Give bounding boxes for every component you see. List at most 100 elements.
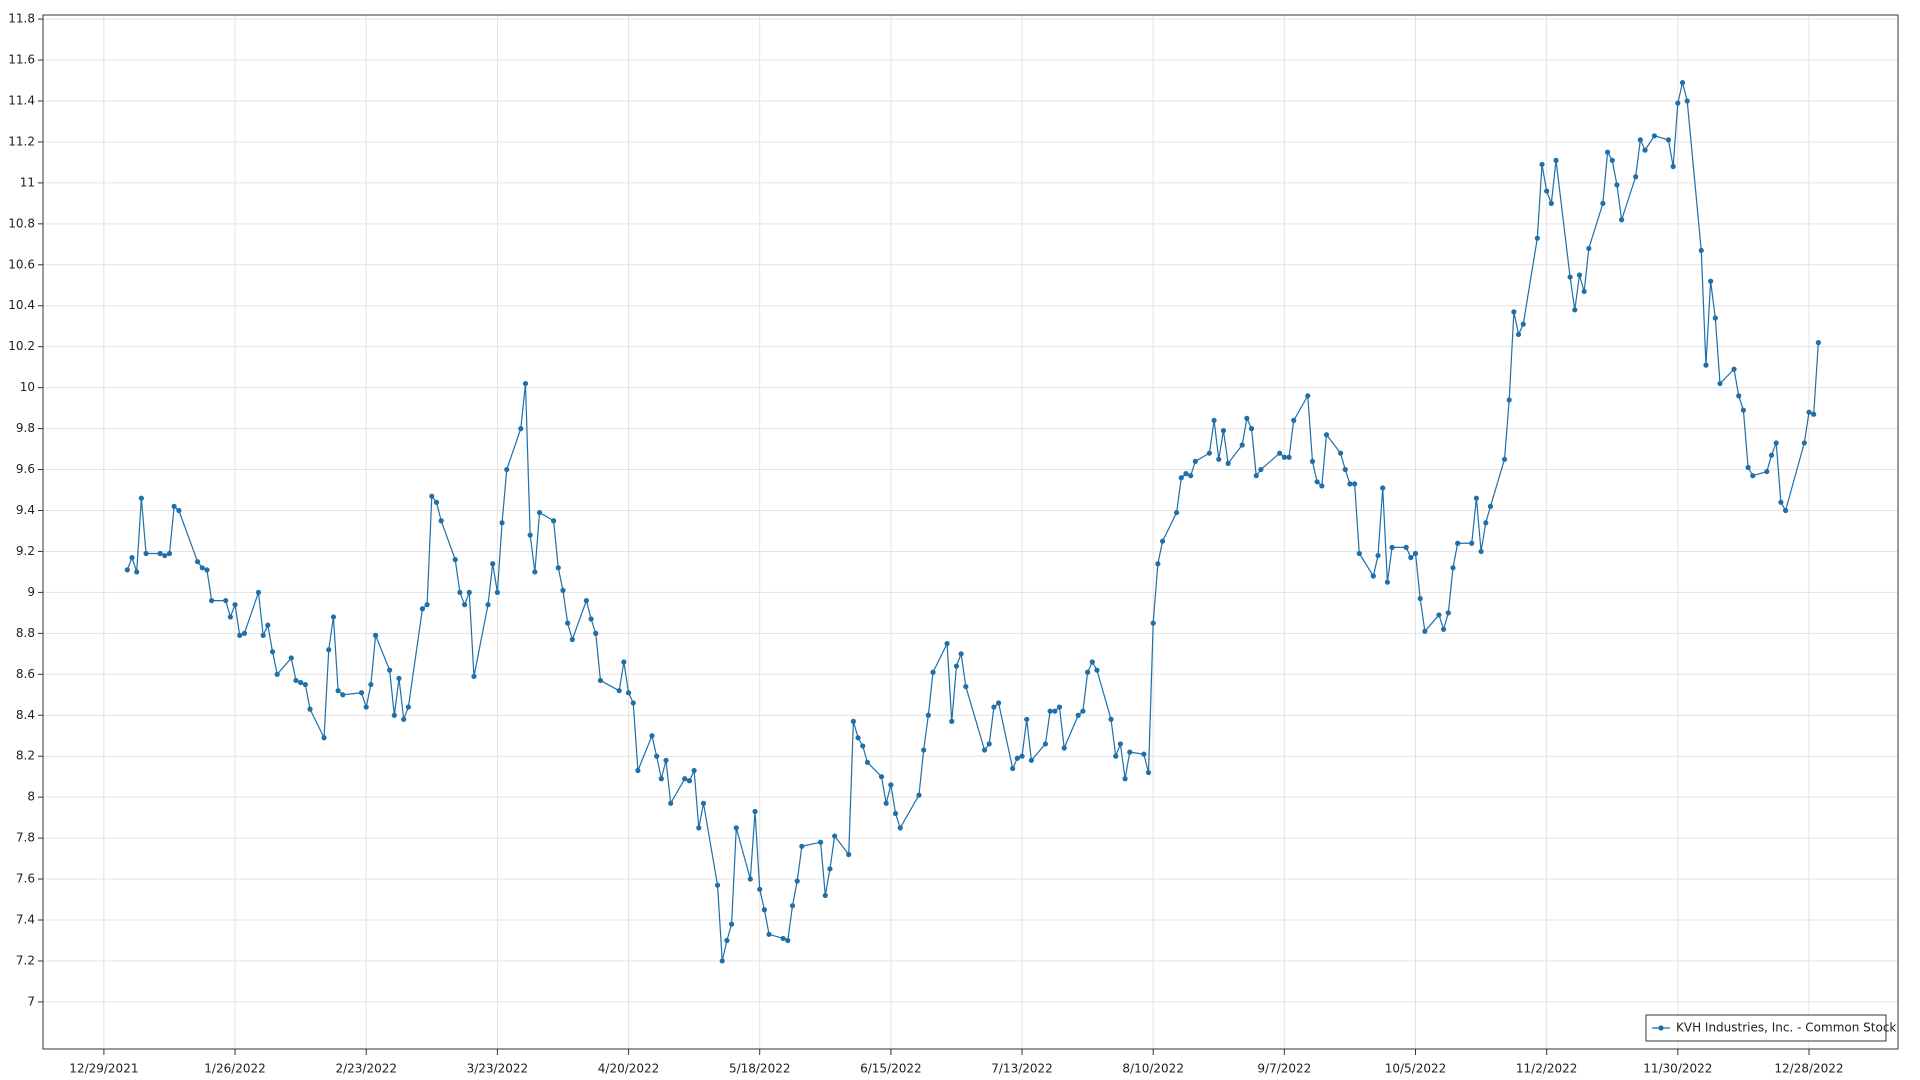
point [494, 589, 500, 596]
point [1576, 272, 1583, 278]
y-tick-label: 10.8 [8, 216, 35, 230]
point [265, 622, 271, 628]
point [1056, 704, 1063, 710]
point [663, 757, 669, 763]
point [1010, 765, 1016, 772]
point [1441, 626, 1447, 632]
point [1277, 450, 1283, 456]
y-tick-label: 11.8 [8, 12, 35, 26]
point [888, 782, 894, 788]
point [358, 690, 365, 696]
point [986, 741, 992, 747]
point [457, 589, 463, 596]
point [396, 675, 402, 681]
plot-border [42, 14, 1899, 1050]
point [1712, 315, 1718, 321]
point [696, 825, 702, 831]
point [466, 589, 472, 596]
point [1061, 745, 1067, 751]
point [1075, 712, 1081, 718]
point [1211, 417, 1217, 424]
point [1548, 200, 1554, 206]
point [1684, 98, 1690, 104]
point [818, 839, 824, 845]
point [981, 747, 988, 753]
point [330, 614, 337, 620]
point [1581, 288, 1587, 295]
legend-marker [1658, 1025, 1664, 1031]
point [194, 559, 201, 565]
point [916, 792, 922, 798]
point [1314, 479, 1320, 485]
y-tick-label: 8.6 [16, 667, 35, 681]
point [171, 503, 177, 510]
point [555, 565, 561, 571]
point [405, 704, 411, 710]
point [204, 567, 210, 573]
point [1483, 520, 1489, 526]
point [391, 712, 397, 718]
point [1633, 174, 1639, 180]
x-tick-label: 10/5/2022 [1385, 1062, 1447, 1076]
point [1455, 540, 1461, 546]
point [1665, 137, 1672, 143]
point [1567, 274, 1573, 280]
point [433, 499, 440, 505]
point [1764, 468, 1770, 475]
point [424, 602, 430, 608]
point [1216, 456, 1222, 462]
point [1281, 454, 1287, 460]
point [1188, 473, 1194, 479]
point [1450, 565, 1456, 571]
point [1155, 561, 1161, 567]
point [452, 557, 458, 563]
x-tick-label: 11/30/2022 [1643, 1062, 1712, 1076]
point [461, 602, 468, 608]
point [892, 810, 899, 817]
point [1698, 247, 1704, 254]
point [616, 688, 622, 694]
point [850, 718, 856, 724]
point [668, 800, 674, 806]
point [1501, 456, 1508, 462]
point [921, 747, 927, 753]
point [223, 597, 229, 604]
point [1239, 442, 1245, 448]
plot-area [43, 15, 1898, 1049]
point [569, 636, 575, 643]
point [1637, 137, 1643, 143]
point [1675, 100, 1681, 106]
point [1487, 503, 1494, 510]
point [1122, 776, 1128, 782]
point [1042, 741, 1049, 747]
point [733, 825, 739, 831]
point [1740, 407, 1747, 413]
point [1150, 620, 1156, 626]
point [864, 759, 871, 765]
point [237, 632, 243, 639]
point [241, 630, 248, 636]
point [1703, 362, 1709, 368]
y-tick-label: 9 [27, 585, 35, 599]
point [335, 688, 341, 694]
point [832, 833, 838, 839]
point [682, 776, 688, 782]
point [1286, 454, 1292, 460]
point [1586, 245, 1592, 252]
y-tick-label: 11.4 [8, 93, 35, 107]
point [846, 851, 852, 858]
point [1052, 708, 1058, 714]
point [1389, 544, 1395, 550]
point [1651, 133, 1658, 139]
x-tick-label: 3/23/2022 [467, 1062, 529, 1076]
point [719, 958, 725, 964]
point [162, 552, 168, 559]
point [368, 681, 374, 688]
point [485, 602, 491, 608]
point [827, 866, 833, 872]
point [1380, 485, 1386, 491]
point [522, 380, 529, 387]
point [321, 735, 327, 741]
y-tick-label: 9.4 [16, 503, 35, 517]
